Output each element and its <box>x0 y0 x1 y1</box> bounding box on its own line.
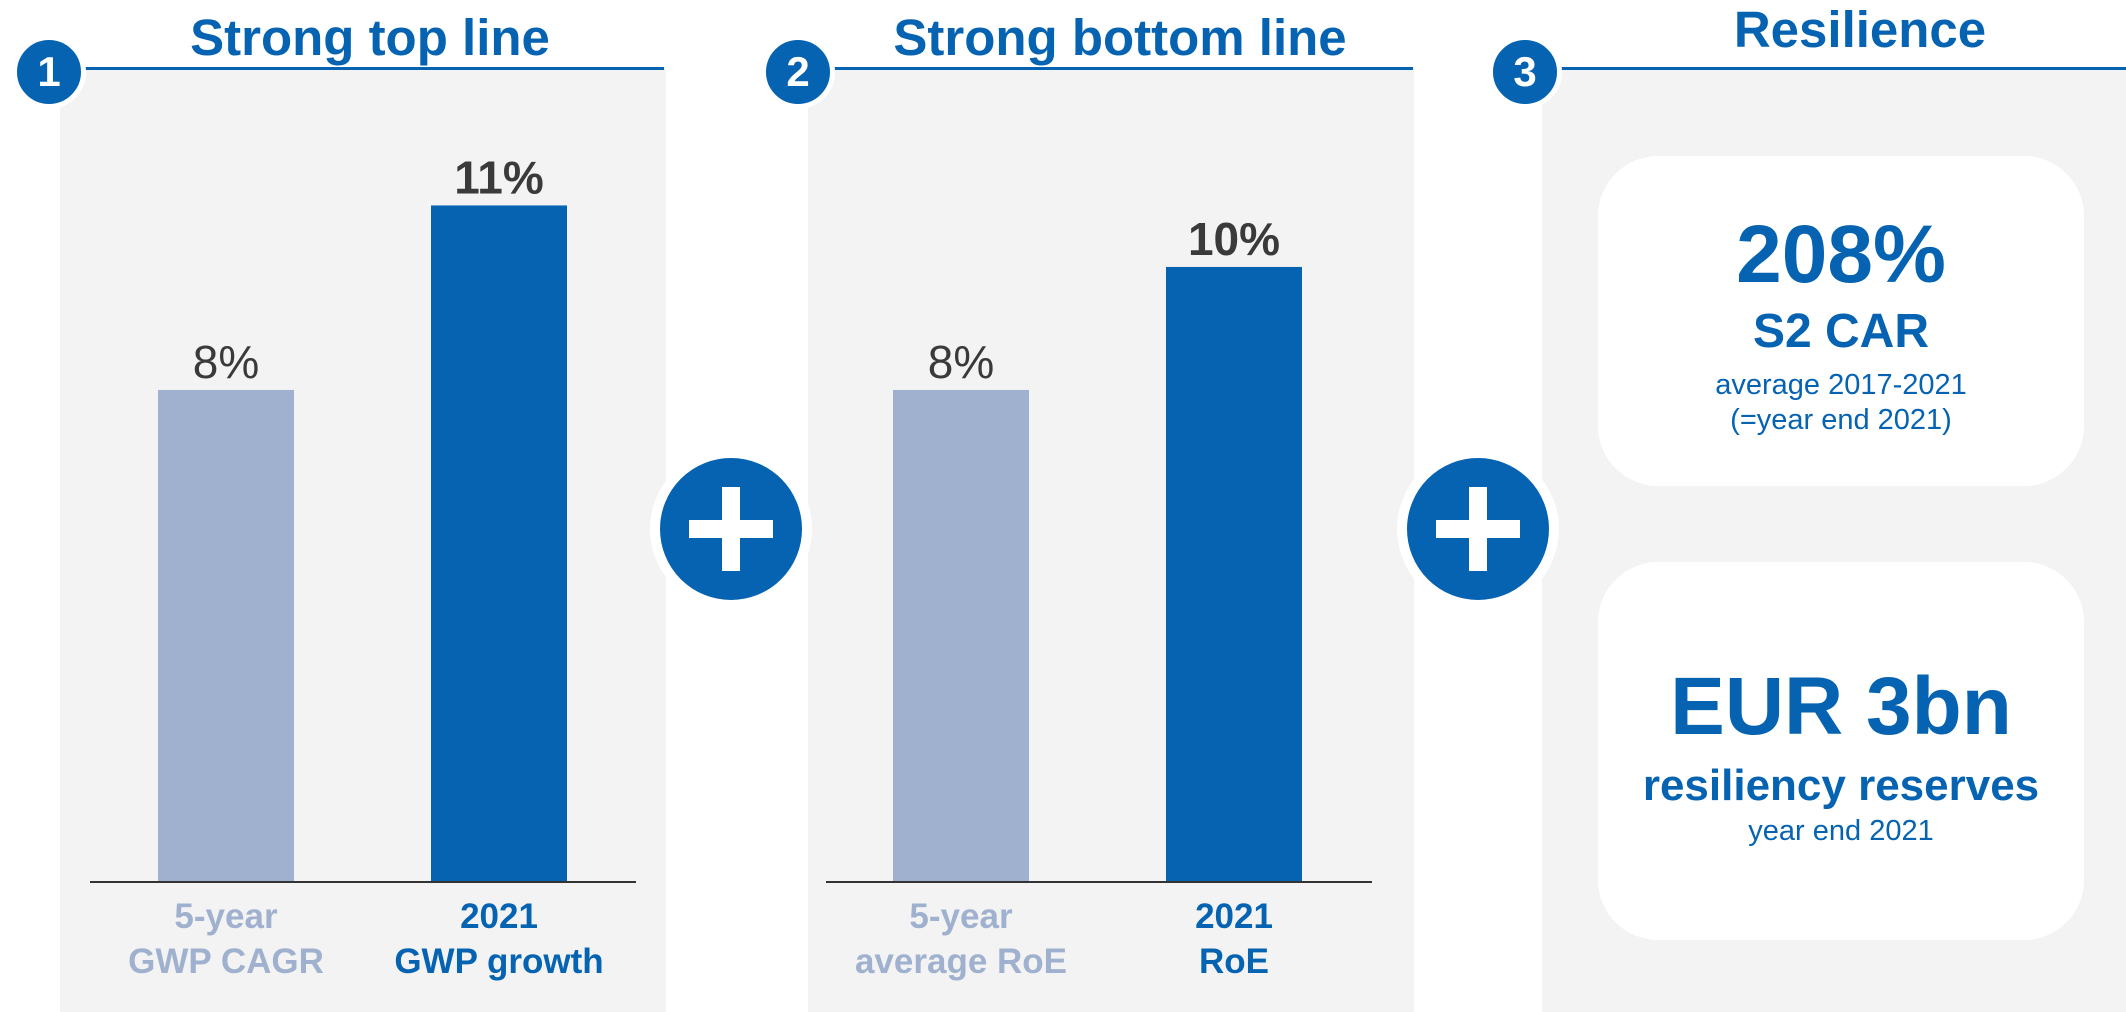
kpi-reserves-label: resiliency reserves <box>1642 761 2040 810</box>
bar-value-label-1: 10% <box>1188 213 1280 265</box>
bar-value-label-1: 11% <box>454 151 544 203</box>
kpi-car-label: S2 CAR <box>1752 305 1930 358</box>
bar-value-label-0: 8% <box>193 336 259 388</box>
category-label-1-line-0: 2021 <box>1195 897 1273 936</box>
category-label-0-line-1: GWP CAGR <box>128 942 324 981</box>
category-label-1-line-0: 2021 <box>460 897 538 936</box>
bar-1 <box>431 205 567 883</box>
section-title-3: Resilience <box>1733 1 1987 58</box>
section-number-badge-2: 2 <box>761 35 835 109</box>
plus-icon-vertical <box>1469 487 1487 571</box>
kpi-card-reserves: EUR 3bn resiliency reserves year end 202… <box>1598 562 2084 940</box>
bar-value-label-0: 8% <box>928 336 994 388</box>
bar-0 <box>893 389 1029 882</box>
kpi-car-value: 208% <box>1736 209 1946 300</box>
section-number-badge-3: 3 <box>1488 35 1562 109</box>
kpi-reserves-note: year end 2021 <box>1748 815 1934 847</box>
category-label-0-line-0: 5-year <box>909 897 1013 936</box>
bar-1 <box>1166 266 1302 882</box>
plus-connector-2 <box>1397 448 1559 610</box>
section-number-badge-1: 1 <box>12 35 86 109</box>
section-rule-3 <box>1560 67 2126 70</box>
section-title-1: Strong top line <box>190 9 550 66</box>
category-label-0-line-0: 5-year <box>174 897 278 936</box>
kpi-car-note-1: average 2017-2021 <box>1715 369 1967 401</box>
kpi-car-note-2: (=year end 2021) <box>1730 403 1952 436</box>
category-label-1-line-1: GWP growth <box>394 942 603 981</box>
category-label-1-line-1: RoE <box>1199 942 1269 981</box>
plus-icon-vertical <box>722 487 740 571</box>
bar-0 <box>158 389 294 882</box>
kpi-reserves-value: EUR 3bn <box>1670 661 2012 752</box>
category-label-0-line-1: average RoE <box>855 942 1067 981</box>
section-rule-2 <box>830 67 1413 70</box>
plus-connector-1 <box>650 448 812 610</box>
section-rule-1 <box>80 67 664 70</box>
kpi-card-solvency: 208% S2 CAR average 2017-2021 (=year end… <box>1598 156 2084 486</box>
section-title-2: Strong bottom line <box>893 9 1347 66</box>
